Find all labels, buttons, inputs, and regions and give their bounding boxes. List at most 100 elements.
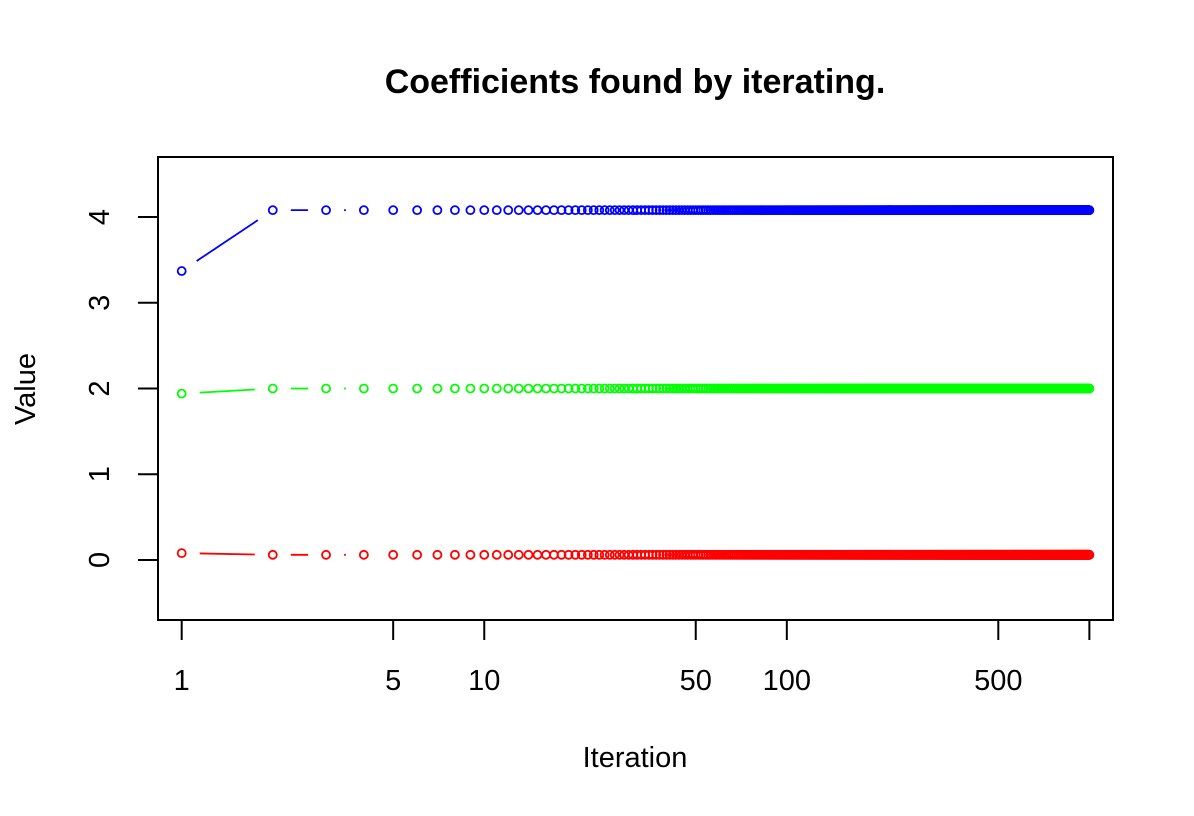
data-point	[604, 383, 615, 394]
x-tick-label: 500	[974, 665, 1022, 697]
data-point	[604, 205, 615, 216]
data-point	[491, 205, 502, 216]
x-tick-label: 10	[468, 665, 500, 697]
data-point	[576, 205, 587, 216]
y-tick-label: 4	[84, 209, 116, 225]
data-point	[541, 383, 551, 394]
data-point	[388, 383, 399, 394]
series-1	[176, 383, 1095, 399]
data-point	[267, 549, 278, 560]
data-point	[541, 205, 551, 216]
x-tick-label: 100	[763, 665, 811, 697]
data-point	[388, 549, 399, 560]
data-point	[651, 549, 662, 560]
data-point	[176, 388, 187, 399]
data-point	[432, 549, 443, 560]
x-tick-label: 1	[174, 665, 190, 697]
data-point	[450, 205, 460, 216]
data-point	[563, 549, 574, 560]
data-point	[513, 383, 524, 394]
data-point	[651, 383, 662, 394]
data-point	[609, 383, 620, 394]
series-segment	[199, 552, 255, 556]
data-point	[412, 205, 423, 216]
data-point	[599, 549, 610, 560]
x-tick-label: 50	[680, 665, 712, 697]
data-point	[658, 549, 668, 560]
data-point	[523, 383, 534, 394]
data-point	[599, 205, 610, 216]
data-point	[388, 205, 399, 216]
data-point	[664, 205, 675, 216]
data-point	[267, 205, 278, 216]
data-point	[664, 383, 675, 394]
data-point	[503, 549, 514, 560]
data-point	[503, 383, 514, 394]
x-axis: 1 5 10 50 100 500	[174, 619, 1091, 697]
data-point	[599, 383, 610, 394]
data-point	[465, 549, 476, 560]
data-point	[582, 205, 593, 216]
data-point	[651, 205, 662, 216]
data-point	[588, 205, 599, 216]
data-point	[479, 549, 490, 560]
x-axis-label: Iteration	[583, 742, 688, 774]
data-point	[658, 383, 668, 394]
data-point	[654, 205, 665, 216]
data-point	[176, 548, 187, 559]
data-point	[1084, 549, 1095, 560]
data-point	[664, 549, 675, 560]
series-0	[176, 205, 1095, 276]
data-point	[661, 549, 672, 560]
data-point	[1084, 205, 1095, 216]
data-point	[570, 205, 581, 216]
data-point	[321, 205, 331, 216]
data-point	[576, 549, 587, 560]
data-point	[432, 205, 443, 216]
series-layer	[176, 205, 1095, 560]
data-point	[541, 549, 551, 560]
series-2	[176, 548, 1095, 560]
data-point	[321, 383, 331, 394]
data-point	[614, 205, 625, 216]
data-point	[412, 549, 423, 560]
data-point	[465, 205, 476, 216]
y-tick-label: 3	[84, 295, 116, 311]
data-point	[658, 205, 668, 216]
data-point	[267, 383, 278, 394]
data-point	[661, 205, 672, 216]
data-point	[532, 549, 543, 560]
data-point	[358, 205, 369, 216]
series-segment	[196, 219, 259, 262]
series-segment	[199, 388, 255, 394]
y-tick-label: 2	[84, 380, 116, 396]
data-point	[667, 205, 678, 216]
data-point	[176, 266, 187, 276]
data-point	[479, 383, 490, 394]
data-point	[432, 383, 443, 394]
data-point	[358, 383, 369, 394]
data-point	[479, 205, 490, 216]
y-axis-label: Value	[10, 353, 42, 425]
data-point	[667, 383, 678, 394]
data-point	[563, 383, 574, 394]
data-point	[614, 549, 625, 560]
data-point	[594, 549, 605, 560]
data-point	[661, 383, 672, 394]
data-point	[614, 383, 625, 394]
data-point	[1084, 383, 1095, 394]
data-point	[412, 383, 423, 394]
data-point	[609, 549, 620, 560]
data-point	[604, 549, 615, 560]
data-point	[532, 205, 543, 216]
y-tick-label: 1	[84, 466, 116, 482]
data-point	[513, 549, 524, 560]
chart-title: Coefficients found by iterating.	[385, 63, 886, 101]
data-point	[465, 383, 476, 394]
data-point	[654, 383, 665, 394]
data-point	[321, 549, 331, 560]
data-point	[588, 549, 599, 560]
data-point	[570, 383, 581, 394]
data-point	[582, 549, 593, 560]
data-point	[523, 205, 534, 216]
